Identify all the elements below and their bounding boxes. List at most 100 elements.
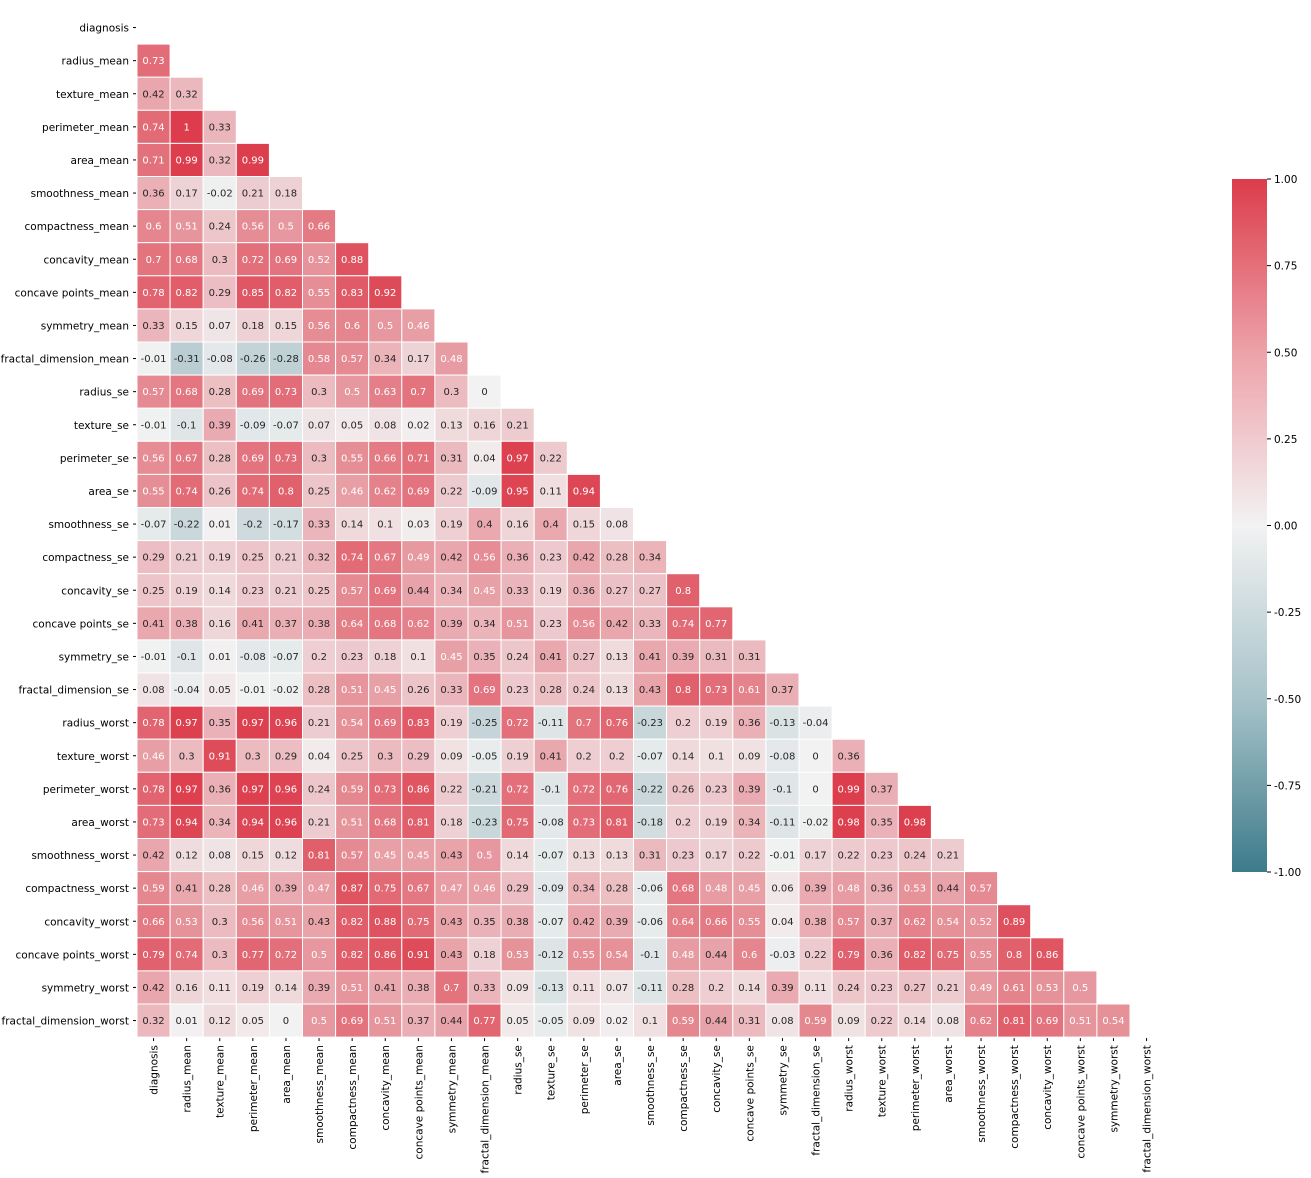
heatmap-cell	[798, 738, 833, 773]
cell-value-label: 0.91	[407, 950, 429, 961]
cell-value-label: -0.28	[273, 354, 299, 365]
cell-value-label: 0.86	[407, 784, 429, 795]
cell-value-label: 0.31	[738, 652, 760, 663]
cell-value-label: -0.06	[637, 917, 663, 928]
cell-value-label: 0.25	[142, 586, 164, 597]
cell-value-label: 0.16	[507, 520, 529, 531]
cell-value-label: 0.46	[407, 321, 429, 332]
cell-value-label: 0.41	[142, 619, 164, 630]
y-tick-label: concavity_se	[61, 585, 129, 597]
heatmap-cell	[467, 540, 502, 575]
heatmap-cell	[268, 209, 303, 244]
cell-value-label: 0.17	[705, 851, 727, 862]
heatmap-cell	[302, 672, 337, 707]
cell-value-label: 0.59	[142, 884, 164, 895]
heatmap-cell	[897, 871, 932, 906]
cell-value-label: 0.09	[507, 983, 529, 994]
heatmap-cell	[533, 473, 568, 508]
heatmap-cell	[831, 970, 866, 1005]
cell-value-label: 0.77	[473, 1016, 495, 1027]
cell-value-label: 0.7	[146, 255, 162, 266]
heatmap-cell	[997, 970, 1032, 1005]
cell-value-label: 0.37	[871, 917, 893, 928]
cell-value-label: 0.45	[473, 586, 495, 597]
heatmap-cell	[235, 606, 270, 641]
heatmap-cell	[302, 705, 337, 740]
cell-value-label: 0.3	[245, 751, 261, 762]
cell-value-label: 0.69	[242, 453, 264, 464]
x-tick-label: perimeter_worst	[910, 1045, 922, 1131]
cell-value-label: 0.72	[242, 255, 264, 266]
cell-value-label: 0.31	[639, 851, 661, 862]
cell-value-label: 0.51	[341, 817, 363, 828]
heatmap-cell	[136, 440, 171, 475]
colorbar-tick-label: 1.00	[1274, 174, 1297, 186]
cell-value-label: 0.55	[308, 288, 330, 299]
cell-value-label: 0.12	[275, 851, 297, 862]
cell-value-label: 0.21	[937, 983, 959, 994]
cell-value-label: -0.13	[538, 983, 564, 994]
cell-value-label: 0.94	[176, 817, 198, 828]
cell-value-label: 0.55	[573, 950, 595, 961]
cell-value-label: 0.67	[176, 453, 198, 464]
cell-value-label: 0.24	[838, 983, 860, 994]
cell-value-label: 0.66	[374, 453, 396, 464]
colorbar-tick-label: -0.50	[1274, 694, 1301, 706]
cell-value-label: 0.41	[639, 652, 661, 663]
cell-value-label: -0.08	[240, 652, 266, 663]
cell-value-label: 0.1	[642, 1016, 658, 1027]
heatmap-cell	[699, 904, 734, 939]
cell-value-label: -0.22	[637, 784, 663, 795]
cell-value-label: 0.25	[308, 586, 330, 597]
heatmap-cell	[169, 970, 204, 1005]
heatmap-cell	[500, 540, 535, 575]
heatmap-cell	[169, 242, 204, 277]
cell-value-label: 0.19	[440, 520, 462, 531]
heatmap-cell	[699, 639, 734, 674]
heatmap-cell	[401, 705, 436, 740]
heatmap-cell	[368, 540, 403, 575]
heatmap-cell	[467, 639, 502, 674]
heatmap-cell	[268, 639, 303, 674]
heatmap-cell	[500, 804, 535, 840]
cell-value-label: 0.79	[142, 950, 164, 961]
heatmap-cell	[169, 176, 204, 211]
cell-value-label: 0.42	[573, 917, 595, 928]
heatmap-cell	[268, 838, 303, 873]
cell-value-label: 0.13	[440, 420, 462, 431]
heatmap-cell	[467, 705, 502, 740]
cell-value-label: 0.69	[407, 486, 429, 497]
heatmap-cell	[302, 407, 337, 442]
heatmap-cell	[765, 705, 800, 740]
y-tick-label: smoothness_mean	[31, 188, 129, 200]
heatmap-cell	[666, 639, 701, 674]
colorbar-tick-label: 0.25	[1274, 434, 1297, 446]
x-tick-label: concavity_se	[711, 1045, 723, 1113]
heatmap-cell	[1030, 937, 1065, 972]
cell-value-label: 0.13	[606, 851, 628, 862]
heatmap-cell	[368, 804, 403, 840]
heatmap-cell	[268, 1003, 303, 1038]
cell-value-label: -0.2	[243, 520, 263, 531]
cell-value-label: 0.14	[275, 983, 297, 994]
cell-value-label: 0.56	[473, 553, 495, 564]
cell-value-label: 0.45	[407, 851, 429, 862]
cell-value-label: 0.69	[275, 255, 297, 266]
cell-value-label: 0.7	[410, 387, 426, 398]
cell-value-label: 0.14	[672, 751, 694, 762]
cell-value-label: 0.21	[308, 817, 330, 828]
cell-value-label: 0.2	[609, 751, 625, 762]
cell-value-label: 0.74	[242, 486, 264, 497]
heatmap-cell	[401, 672, 436, 707]
heatmap-cell	[599, 871, 635, 906]
heatmap-cell	[997, 904, 1032, 939]
heatmap-cell	[169, 705, 204, 740]
cell-value-label: 0.39	[738, 784, 760, 795]
cell-value-label: 0.81	[407, 817, 429, 828]
heatmap-cell	[169, 142, 204, 177]
cell-value-label: 0.34	[738, 817, 760, 828]
cell-value-label: 0.88	[341, 255, 363, 266]
heatmap-cell	[699, 738, 734, 773]
cell-value-label: 0.82	[904, 950, 926, 961]
cell-value-label: 0.42	[573, 553, 595, 564]
